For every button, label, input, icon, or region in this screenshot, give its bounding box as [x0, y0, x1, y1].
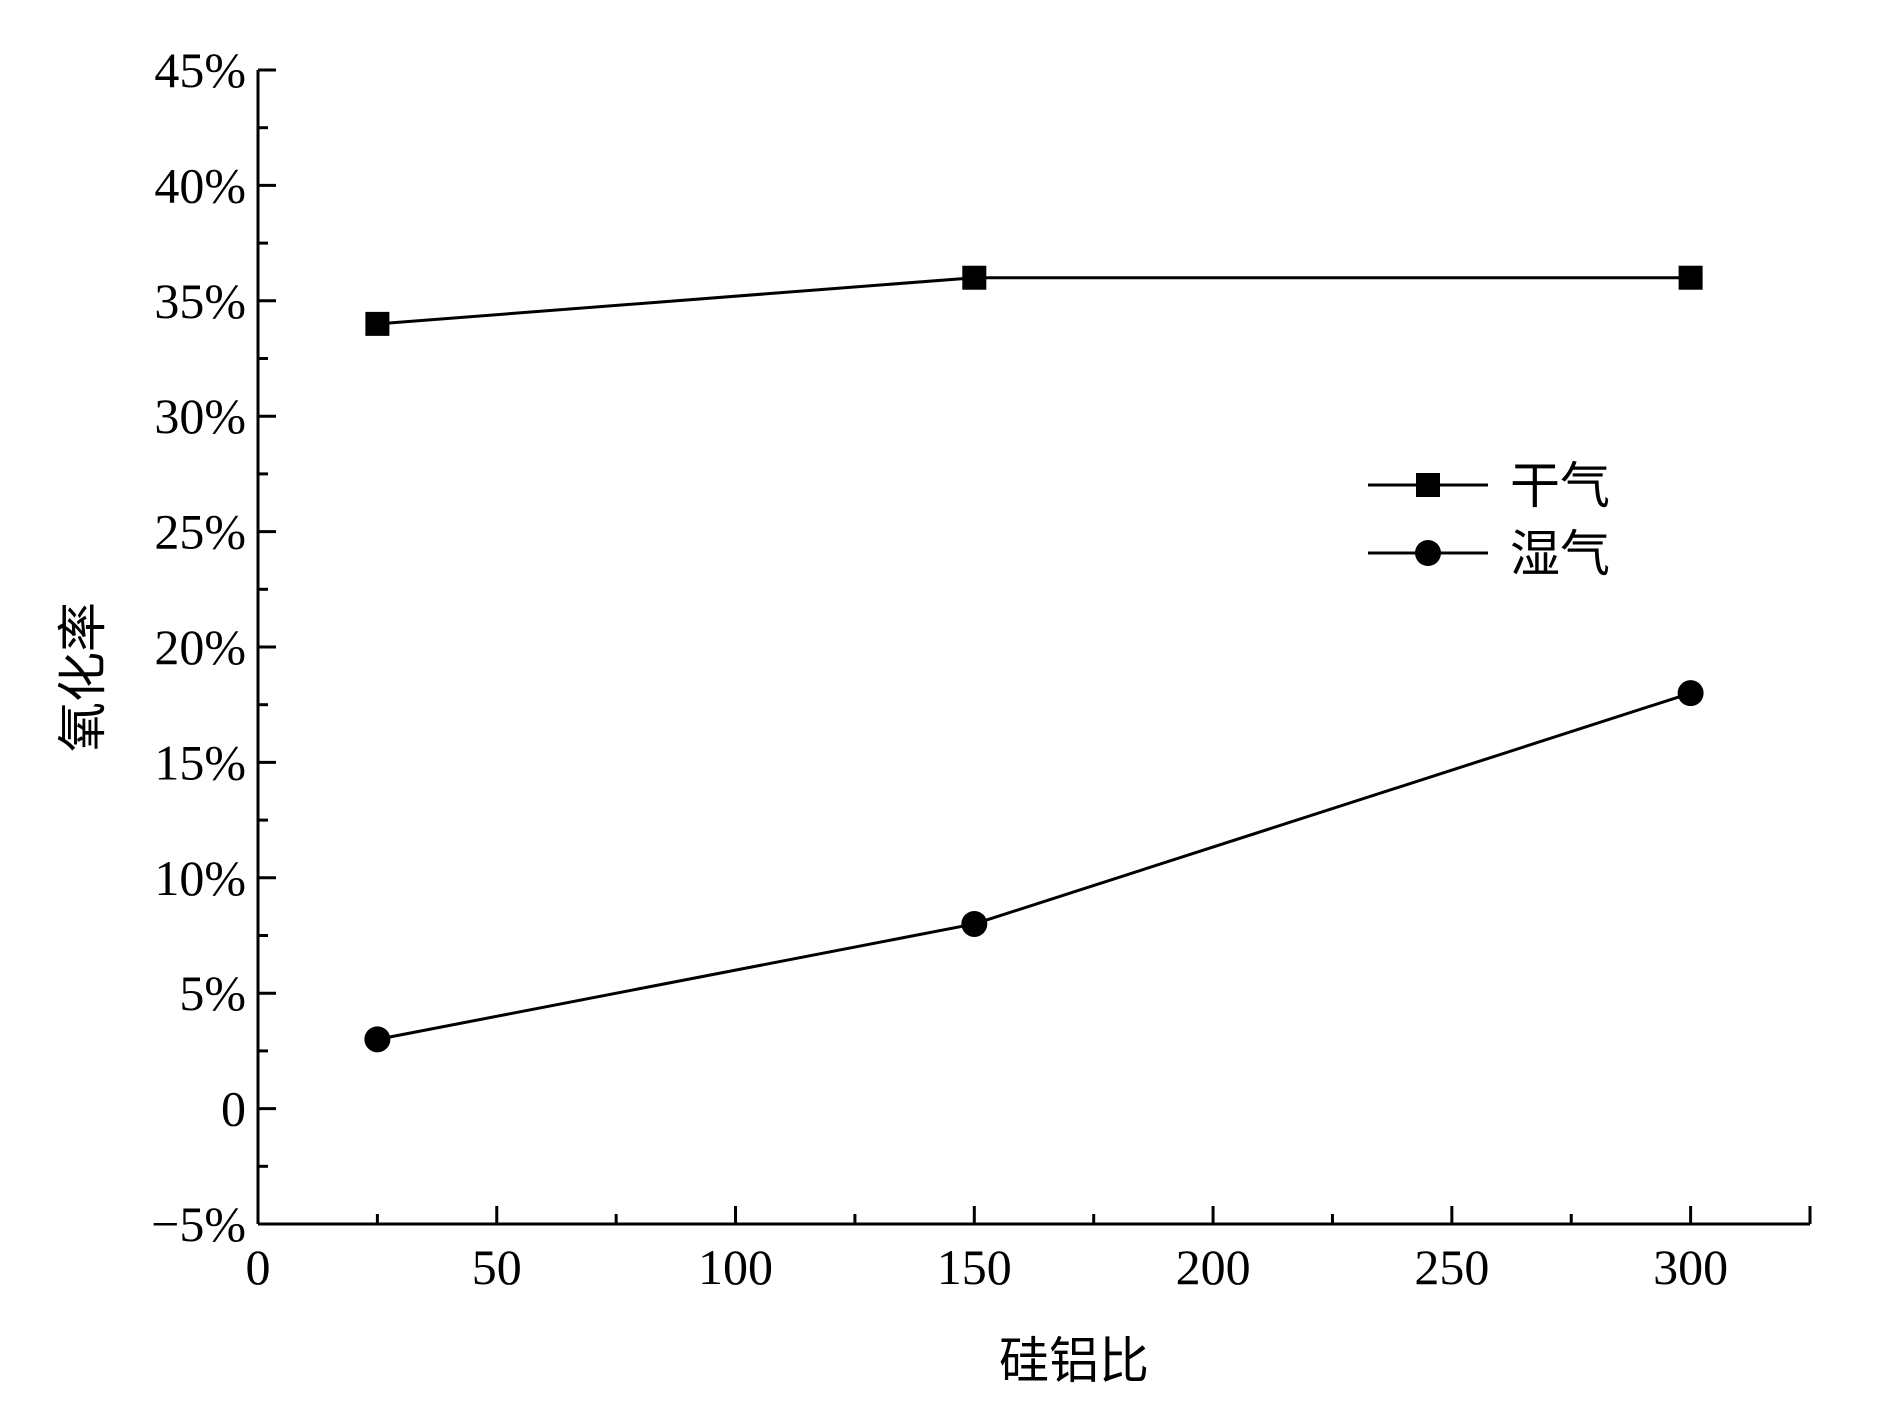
- y-tick-label: 0: [221, 1081, 246, 1137]
- y-axis-ticks: −5% 0 5% 10% 15% 20% 25% 30% 35% 40% 45%: [151, 42, 276, 1252]
- legend-label: 干气: [1510, 458, 1610, 514]
- legend-item: 湿气: [1368, 526, 1610, 582]
- y-tick-label: 25%: [154, 504, 246, 560]
- legend-item: 干气: [1368, 458, 1610, 514]
- series-line: [377, 276, 1691, 326]
- legend-marker-circle: [1415, 540, 1441, 566]
- series-line: [377, 691, 1692, 1041]
- y-tick-label: −5%: [151, 1196, 246, 1252]
- y-tick-label: 40%: [154, 157, 246, 213]
- series-layer: [364, 265, 1704, 1053]
- y-tick-label: 45%: [154, 42, 246, 98]
- y-tick-label: 15%: [154, 734, 246, 790]
- x-tick-label: 250: [1414, 1239, 1489, 1295]
- y-axis-title: 氧化率: [55, 602, 111, 752]
- data-point-square: [1678, 265, 1703, 290]
- data-point-circle: [961, 910, 988, 937]
- x-tick-label: 300: [1653, 1239, 1728, 1295]
- y-tick-label: 30%: [154, 388, 246, 444]
- data-point-square: [365, 311, 390, 336]
- series-2: [364, 680, 1704, 1053]
- axes: [256, 70, 1810, 1226]
- x-tick-label: 150: [937, 1239, 1012, 1295]
- x-axis-ticks: 0 50 100 150 200 250 300: [246, 1206, 1812, 1295]
- data-point-circle: [364, 1026, 391, 1053]
- x-axis-title: 硅铝比: [999, 1333, 1149, 1389]
- y-tick-label: 10%: [154, 850, 246, 906]
- x-tick-label: 200: [1176, 1239, 1251, 1295]
- x-tick-label: 0: [246, 1239, 271, 1295]
- x-tick-label: 50: [472, 1239, 522, 1295]
- x-tick-label: 100: [698, 1239, 773, 1295]
- series-1: [365, 265, 1703, 336]
- y-tick-label: 20%: [154, 619, 246, 675]
- data-point-square: [962, 265, 987, 290]
- y-tick-label: 5%: [179, 965, 246, 1021]
- y-tick-label: 35%: [154, 273, 246, 329]
- legend-label: 湿气: [1510, 526, 1610, 582]
- data-point-circle: [1677, 680, 1704, 707]
- legend-marker-square: [1416, 473, 1440, 497]
